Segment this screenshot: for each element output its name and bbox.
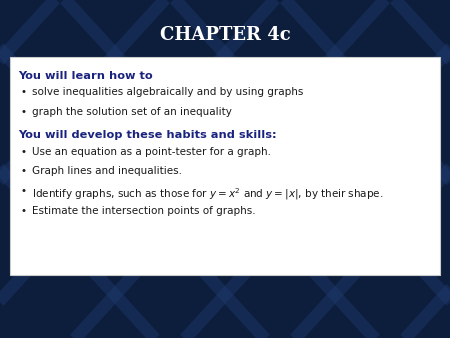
- Text: Estimate the intersection points of graphs.: Estimate the intersection points of grap…: [32, 206, 256, 216]
- FancyBboxPatch shape: [10, 57, 440, 275]
- Text: Use an equation as a point-tester for a graph.: Use an equation as a point-tester for a …: [32, 147, 271, 156]
- Text: •: •: [20, 186, 26, 196]
- Text: solve inequalities algebraically and by using graphs: solve inequalities algebraically and by …: [32, 87, 303, 97]
- Text: Identify graphs, such as those for $y = x^2$ and $y = |x|$, by their shape.: Identify graphs, such as those for $y = …: [32, 186, 383, 202]
- Text: CHAPTER 4c: CHAPTER 4c: [160, 26, 290, 44]
- Text: graph the solution set of an inequality: graph the solution set of an inequality: [32, 107, 232, 117]
- Text: You will develop these habits and skills:: You will develop these habits and skills…: [18, 130, 277, 140]
- Text: Graph lines and inequalities.: Graph lines and inequalities.: [32, 166, 182, 176]
- Text: •: •: [20, 166, 26, 176]
- Text: •: •: [20, 147, 26, 156]
- Text: •: •: [20, 206, 26, 216]
- Text: •: •: [20, 87, 26, 97]
- Text: You will learn how to: You will learn how to: [18, 71, 153, 81]
- Text: •: •: [20, 107, 26, 117]
